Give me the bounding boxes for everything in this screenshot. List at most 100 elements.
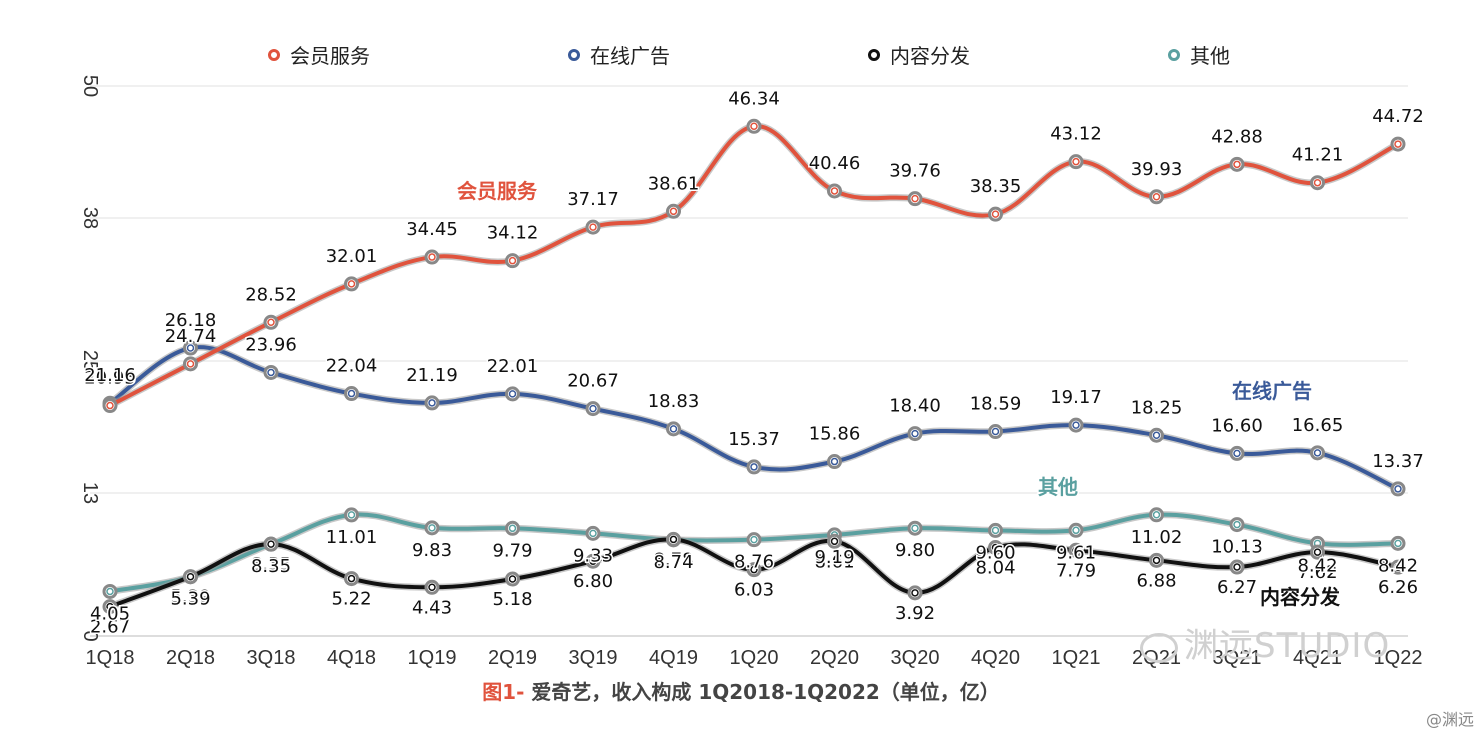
point-inner-s0-7 [669, 207, 678, 216]
data-label-s1-0: 21.16 [84, 365, 136, 386]
watermark-text: 渊远STUDIO [1184, 626, 1391, 666]
data-label-s1-1: 26.18 [165, 310, 217, 331]
data-label-s2-10: 3.92 [895, 603, 935, 624]
data-label-s1-2: 23.96 [245, 334, 297, 355]
point-inner-s0-15 [1313, 178, 1322, 187]
data-label-s0-10: 39.76 [889, 161, 941, 182]
data-label-s0-7: 38.61 [648, 173, 700, 194]
data-label-s2-2: 8.35 [251, 554, 291, 575]
data-label-s2-5: 5.18 [492, 589, 532, 610]
x-tick-label-7: 4Q19 [649, 647, 698, 669]
y-tick-label-3: 38 [79, 207, 101, 229]
data-label-s2-9: 8.61 [814, 551, 854, 572]
legend-item-other: 其他 [1168, 40, 1230, 69]
inline-series-label-3: 内容分发 [1260, 585, 1341, 609]
data-label-s3-5: 9.79 [492, 540, 532, 561]
x-tick-label-5: 2Q19 [488, 647, 537, 669]
point-inner-s1-14 [1233, 449, 1241, 458]
data-label-s3-8: 8.76 [734, 552, 774, 573]
data-label-s1-5: 22.01 [487, 356, 539, 377]
data-label-s1-11: 18.59 [970, 394, 1022, 415]
data-label-s3-2: 8.35 [251, 556, 291, 577]
data-label-s3-9: 9.19 [814, 547, 854, 568]
chart-legend: 会员服务 在线广告 内容分发 其他 [0, 40, 1482, 70]
point-inner-s2-4 [428, 583, 436, 592]
point-inner-s0-9 [830, 187, 839, 195]
point-inner-s1-11 [991, 427, 1000, 436]
x-tick-label-2: 3Q18 [247, 647, 296, 669]
point-inner-s2-9 [830, 537, 839, 546]
legend-label-other: 其他 [1190, 44, 1230, 68]
source-credit: @渊远 [1426, 706, 1474, 730]
legend-marker-advertising [568, 48, 580, 61]
point-inner-s2-15 [1313, 548, 1322, 556]
point-inner-s3-16 [1394, 539, 1402, 548]
data-label-s2-12: 7.79 [1056, 560, 1096, 581]
x-tick-label-9: 2Q20 [810, 647, 859, 669]
data-label-s3-7: 8.74 [653, 552, 693, 573]
point-inner-s2-6 [589, 557, 597, 565]
data-label-s3-12: 9.61 [1056, 542, 1096, 563]
legend-marker-membership [268, 48, 280, 61]
point-inner-s1-12 [1072, 421, 1080, 429]
legend-marker-content-distribution [868, 48, 880, 61]
point-inner-s0-10 [911, 194, 919, 203]
x-tick-label-8: 1Q20 [730, 647, 779, 669]
data-label-s1-7: 18.83 [648, 391, 700, 412]
point-inner-s2-12 [1072, 546, 1080, 555]
legend-label-content-distribution: 内容分发 [890, 44, 970, 68]
point-inner-s0-13 [1152, 193, 1161, 201]
data-label-s3-10: 9.80 [895, 540, 935, 561]
inline-series-label-1: 在线广告 [1232, 379, 1312, 403]
caption-prefix: 图1- [482, 680, 525, 704]
data-label-s2-7: 8.78 [653, 549, 693, 570]
point-inner-s0-3 [347, 280, 356, 288]
point-inner-s3-13 [1152, 511, 1161, 519]
legend-item-advertising: 在线广告 [568, 40, 670, 69]
data-label-s0-16: 44.72 [1372, 106, 1424, 127]
y-tick-label-2: 25 [79, 350, 101, 372]
point-inner-s1-10 [911, 429, 919, 438]
data-label-s1-6: 20.67 [567, 371, 619, 392]
point-inner-s3-12 [1072, 526, 1080, 535]
inline-series-label-0: 会员服务 [457, 179, 538, 203]
x-tick-label-1: 2Q18 [166, 647, 215, 669]
point-inner-s0-6 [589, 223, 597, 231]
point-inner-s2-5 [508, 575, 517, 583]
point-inner-s1-8 [750, 463, 758, 471]
point-inner-s1-9 [830, 457, 839, 466]
data-label-s2-14: 6.27 [1217, 577, 1257, 598]
legend-item-content-distribution: 内容分发 [868, 40, 970, 69]
data-label-s3-13: 11.02 [1131, 527, 1183, 548]
point-inner-s2-1 [186, 572, 195, 581]
data-label-s1-8: 15.37 [728, 429, 780, 450]
data-label-s0-13: 39.93 [1131, 159, 1183, 180]
y-tick-label-0: 0 [79, 630, 101, 641]
caption-text: 爱奇艺，收入构成 1Q2018-1Q2022（单位，亿） [524, 680, 1000, 704]
data-label-s0-12: 43.12 [1050, 124, 1102, 145]
point-inner-s2-10 [911, 589, 919, 597]
x-tick-label-4: 1Q19 [408, 647, 457, 669]
x-tick-label-3: 4Q18 [327, 647, 376, 669]
point-inner-s2-7 [669, 535, 678, 544]
data-label-s0-5: 34.12 [487, 223, 539, 244]
point-inner-s1-6 [589, 404, 597, 413]
point-inner-s3-14 [1233, 520, 1241, 529]
y-tick-label-1: 13 [79, 482, 101, 504]
legend-label-membership: 会员服务 [290, 44, 370, 68]
data-label-s3-14: 10.13 [1211, 537, 1263, 558]
x-tick-label-0: 1Q18 [86, 647, 135, 669]
data-label-s2-0: 2.67 [90, 617, 130, 638]
credit-text: @渊远 [1425, 710, 1474, 729]
point-inner-s1-2 [267, 368, 275, 377]
x-tick-label-14: 3Q21 [1213, 647, 1262, 669]
data-label-s3-1: 5.39 [170, 589, 210, 610]
point-inner-s0-11 [991, 210, 1000, 218]
data-label-s1-16: 13.37 [1372, 451, 1424, 472]
point-inner-s2-16 [1394, 563, 1402, 571]
point-inner-s1-1 [186, 344, 195, 352]
point-inner-s2-11 [991, 543, 1000, 552]
point-inner-s0-5 [508, 256, 517, 265]
point-inner-s0-12 [1072, 157, 1080, 166]
